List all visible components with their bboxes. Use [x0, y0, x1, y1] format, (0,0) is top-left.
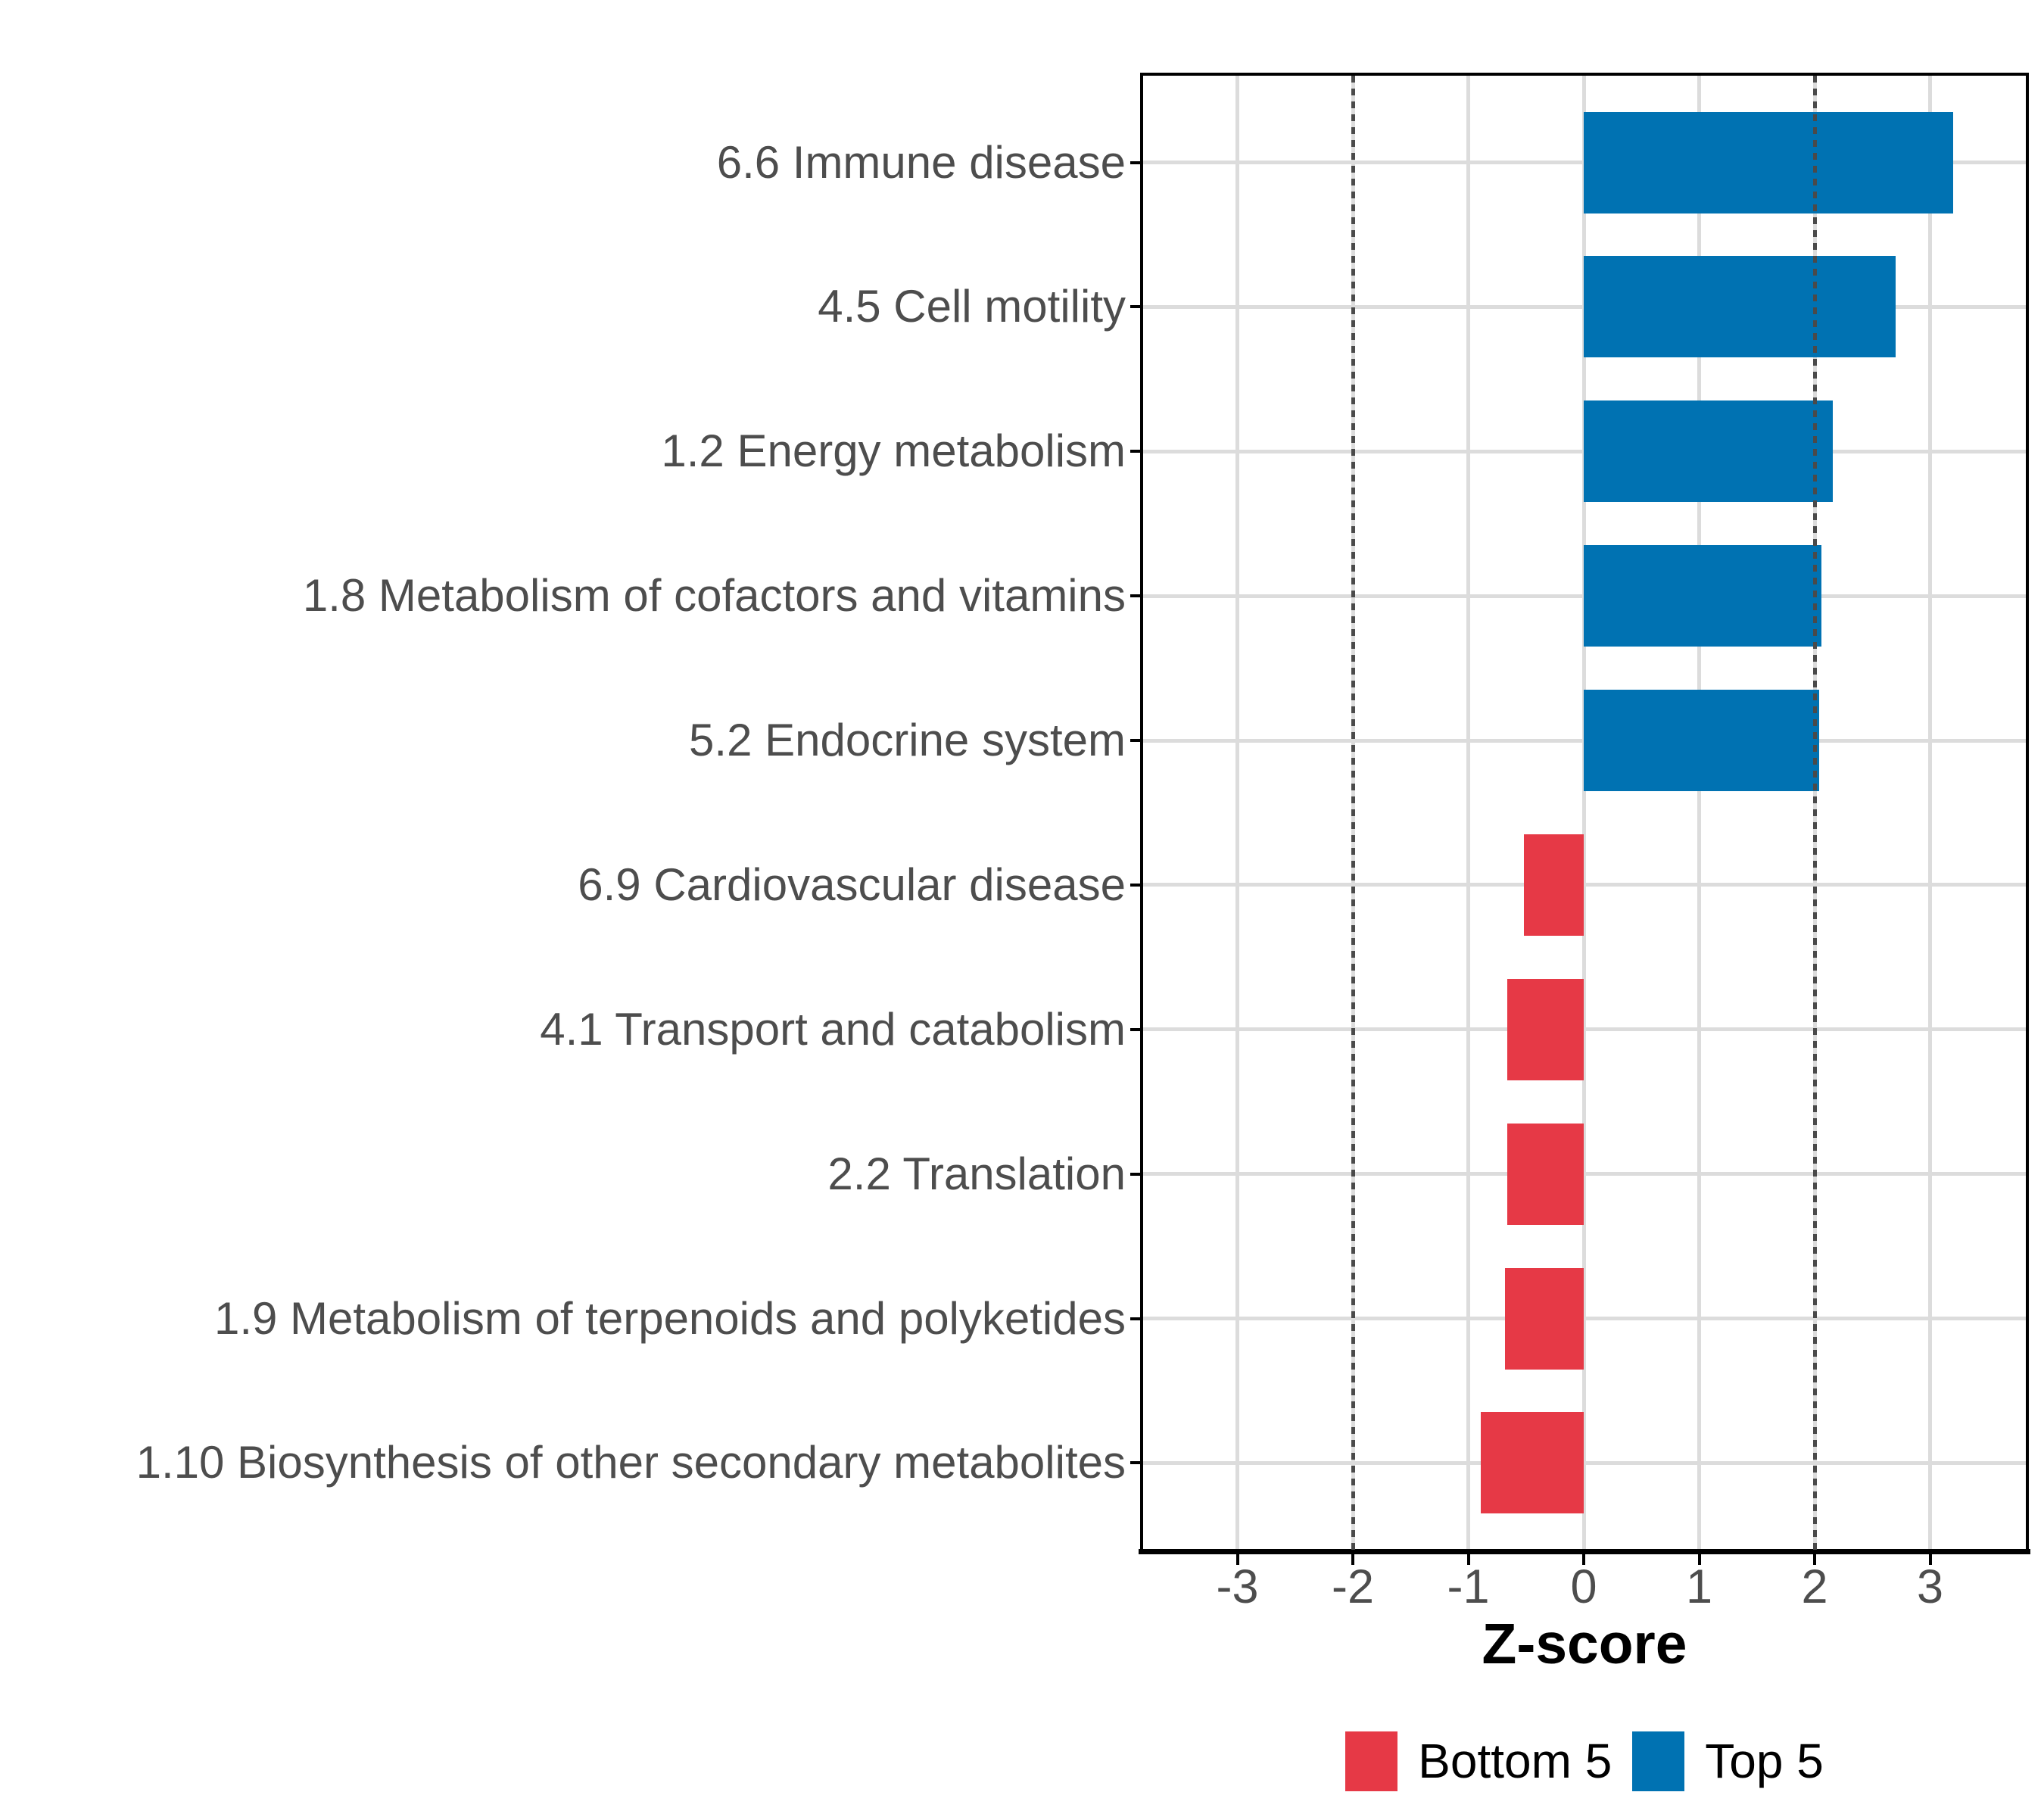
- y-axis-label: 4.5 Cell motility: [818, 281, 1126, 332]
- x-tick-2: [1813, 1554, 1816, 1565]
- x-tick-label--3: -3: [1216, 1560, 1259, 1613]
- gridline-x--3: [1235, 76, 1239, 1550]
- y-axis-label: 1.8 Metabolism of cofactors and vitamins: [302, 570, 1126, 622]
- legend-label-bottom5: Bottom 5: [1418, 1733, 1612, 1788]
- bar-10: [1481, 1412, 1584, 1514]
- y-axis-label: 2.2 Translation: [827, 1148, 1126, 1199]
- y-tick: [1130, 594, 1141, 598]
- y-axis-label: 5.2 Endocrine system: [689, 715, 1126, 766]
- gridline-row: [1143, 1027, 2026, 1032]
- reference-line-x-2: [1812, 76, 1817, 1550]
- x-tick-label-1: 1: [1685, 1560, 1713, 1613]
- y-tick: [1130, 739, 1141, 743]
- y-tick: [1130, 305, 1141, 309]
- bar-9: [1505, 1267, 1584, 1370]
- y-tick: [1130, 1461, 1141, 1465]
- x-tick--1: [1466, 1554, 1470, 1565]
- bar-3: [1584, 400, 1834, 503]
- y-tick: [1130, 883, 1141, 887]
- x-tick-0: [1582, 1554, 1585, 1565]
- bar-6: [1523, 834, 1584, 936]
- bar-7: [1507, 978, 1584, 1080]
- y-axis-label: 1.10 Biosynthesis of other secondary met…: [136, 1437, 1126, 1488]
- gridline-x-3: [1928, 76, 1932, 1550]
- x-tick-label-0: 0: [1570, 1560, 1597, 1613]
- gridline-x-0: [1581, 76, 1586, 1550]
- y-tick: [1130, 1172, 1141, 1176]
- bar-2: [1584, 256, 1896, 358]
- y-tick: [1130, 1317, 1141, 1320]
- y-axis-label: 1.2 Energy metabolism: [661, 425, 1126, 477]
- legend-swatch-bottom5: [1345, 1731, 1398, 1791]
- y-tick: [1130, 450, 1141, 453]
- legend-swatch-top5: [1632, 1731, 1685, 1791]
- bar-1: [1584, 111, 1953, 213]
- x-tick-label-3: 3: [1916, 1560, 1944, 1613]
- x-tick-label--1: -1: [1447, 1560, 1490, 1613]
- x-axis-title: Z-score: [1482, 1612, 1687, 1675]
- x-tick-1: [1697, 1554, 1701, 1565]
- legend: Bottom 5 Top 5: [1140, 1731, 2029, 1791]
- x-axis-line: [1139, 1549, 2030, 1554]
- y-tick: [1130, 161, 1141, 164]
- gridline-row: [1143, 1172, 2026, 1177]
- gridline-x--1: [1466, 76, 1470, 1550]
- x-tick--3: [1235, 1554, 1239, 1565]
- y-axis-label: 6.9 Cardiovascular disease: [578, 859, 1126, 910]
- x-tick--2: [1351, 1554, 1354, 1565]
- y-axis-label: 6.6 Immune disease: [716, 136, 1126, 188]
- plot-panel: [1140, 73, 2029, 1553]
- x-tick-label-2: 2: [1801, 1560, 1828, 1613]
- reference-line-x--2: [1351, 76, 1355, 1550]
- gridline-x-1: [1697, 76, 1701, 1550]
- bar-4: [1584, 545, 1822, 647]
- gridline-row: [1143, 883, 2026, 887]
- y-axis-label: 1.9 Metabolism of terpenoids and polyket…: [213, 1292, 1126, 1344]
- legend-item-top5: Top 5: [1632, 1731, 1824, 1791]
- bar-5: [1584, 690, 1820, 792]
- gridline-row: [1143, 1460, 2026, 1465]
- x-tick-label--2: -2: [1331, 1560, 1375, 1613]
- y-axis-label: 4.1 Transport and catabolism: [540, 1003, 1126, 1055]
- bar-8: [1507, 1123, 1584, 1225]
- legend-item-bottom5: Bottom 5: [1345, 1731, 1612, 1791]
- gridline-row: [1143, 1317, 2026, 1321]
- y-tick: [1130, 1027, 1141, 1031]
- legend-label-top5: Top 5: [1705, 1733, 1824, 1788]
- x-tick-3: [1928, 1554, 1932, 1565]
